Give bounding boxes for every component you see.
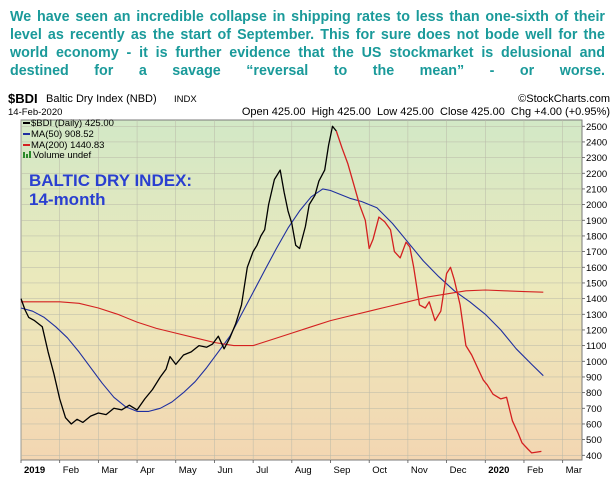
legend-swatch-ma200: [23, 144, 30, 146]
x-tick-label: Aug: [295, 465, 312, 476]
y-tick-label: 700: [586, 404, 602, 415]
x-tick-label: Mar: [566, 465, 582, 476]
y-tick-label: 2400: [586, 137, 607, 148]
legend-ma200: MA(200) 1440.83: [31, 140, 104, 151]
x-tick-label: Oct: [372, 465, 387, 476]
y-tick-label: 2200: [586, 169, 607, 180]
series-lines: [20, 125, 544, 454]
legend-volume: Volume undef: [33, 150, 91, 161]
legend-swatch-price: [23, 122, 30, 124]
y-tick-label: 1300: [586, 310, 607, 321]
y-tick-label: 1200: [586, 325, 607, 336]
x-tick-label: Apr: [140, 465, 155, 476]
baltic-dry-index-chart: $BDI Baltic Dry Index (NBD) INDX 14-Feb-…: [8, 91, 610, 476]
y-tick-label: 1000: [586, 357, 607, 368]
x-tick-label: Mar: [101, 465, 117, 476]
legend-ma50: MA(50) 908.52: [31, 129, 94, 140]
y-tick-label: 1600: [586, 263, 607, 274]
annotation-title: BALTIC DRY INDEX:: [29, 171, 192, 190]
x-tick-label: 2020: [488, 465, 509, 476]
series-ma50: [20, 188, 544, 412]
header-symbol: $BDI: [8, 91, 38, 106]
x-tick-label: May: [179, 465, 197, 476]
commentary-text: We have seen an incredible collapse in s…: [10, 9, 605, 79]
x-tick-label: Feb: [527, 465, 543, 476]
legend-swatch-volume: [23, 152, 25, 158]
y-tick-label: 2000: [586, 200, 607, 211]
x-tick-label: Sep: [334, 465, 351, 476]
y-tick-label: 1100: [586, 341, 606, 352]
y-tick-label: 2300: [586, 153, 607, 164]
y-tick-label: 400: [586, 451, 602, 462]
y-tick-label: 1500: [586, 278, 607, 289]
x-tick-label: 2019: [24, 465, 45, 476]
series-bdi-part1: [20, 125, 337, 425]
y-tick-label: 1700: [586, 247, 607, 258]
y-axis: 400 500 600 700 800 900 1000 1100 1200 1300 1400 15…: [582, 122, 607, 462]
y-tick-label: 2100: [586, 184, 607, 195]
x-tick-label: Jun: [217, 465, 232, 476]
series-ma200: [21, 289, 544, 347]
x-tick-label: Feb: [63, 465, 79, 476]
y-tick-label: 500: [586, 435, 602, 446]
x-axis: 2019 Feb Mar Apr May Jun Jul Aug Sep Oct Nov Dec 202…: [20, 460, 582, 476]
x-tick-label: Dec: [450, 465, 467, 476]
y-tick-label: 1800: [586, 231, 607, 242]
header-name: Baltic Dry Index (NBD): [46, 93, 157, 105]
y-tick-label: 1400: [586, 294, 607, 305]
y-tick-label: 600: [586, 419, 602, 430]
y-tick-label: 2500: [586, 122, 607, 133]
legend: $BDI (Daily) 425.00 MA(50) 908.52 MA(200…: [23, 118, 114, 161]
header-exchange: INDX: [174, 94, 197, 105]
annotation-subtitle: 14-month: [29, 190, 106, 209]
y-tick-label: 1900: [586, 216, 607, 227]
legend-price: $BDI (Daily) 425.00: [31, 118, 114, 129]
header-date: 14-Feb-2020: [8, 107, 62, 118]
y-tick-label: 900: [586, 372, 602, 383]
header-source: ©StockCharts.com: [518, 93, 610, 105]
legend-swatch-ma50: [23, 133, 30, 135]
series-bdi-part2: [335, 130, 542, 454]
x-tick-label: Nov: [411, 465, 428, 476]
y-tick-label: 800: [586, 388, 602, 399]
header-ohlc: Open 425.00 High 425.00 Low 425.00 Close…: [242, 106, 610, 118]
x-tick-label: Jul: [256, 465, 268, 476]
